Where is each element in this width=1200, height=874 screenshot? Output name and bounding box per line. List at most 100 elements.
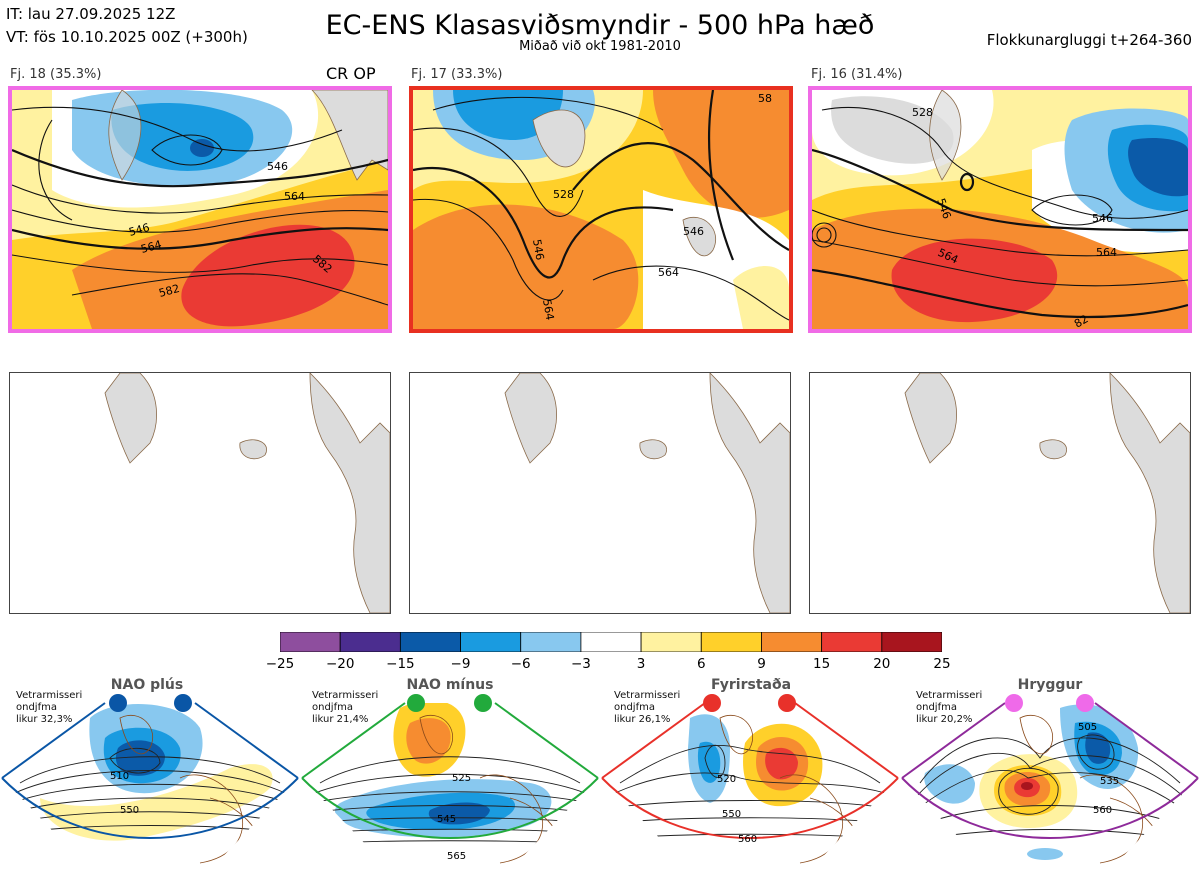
regime-frame xyxy=(301,702,599,839)
regime-months: ondjfma xyxy=(312,702,353,713)
regime-name: Hryggur xyxy=(1017,677,1083,693)
anomaly-field xyxy=(1027,848,1063,860)
colorbar-bin xyxy=(881,631,943,653)
regime-season: Vetrarmisseri xyxy=(16,690,83,701)
regime-frame xyxy=(601,702,899,839)
cluster-label: Fj. 18 (35.3%) xyxy=(10,67,102,82)
anomaly-field xyxy=(765,747,798,780)
cluster-window: Flokkunargluggi t+264-360 xyxy=(986,31,1192,49)
contour-label: 546 xyxy=(127,221,151,239)
regime-dot xyxy=(1005,694,1023,712)
regime-name: NAO mínus xyxy=(406,677,494,693)
cluster-label: Fj. 16 (31.4%) xyxy=(811,67,903,82)
regime-dot xyxy=(778,694,796,712)
height-contours xyxy=(12,106,388,306)
valid-time: VT: fös 10.10.2025 00Z (+300h) xyxy=(6,28,248,46)
anomaly-field xyxy=(413,204,639,329)
colorbar-tick-label: 15 xyxy=(813,656,831,672)
regime-dot xyxy=(109,694,127,712)
base-map xyxy=(409,372,791,614)
regime-probability: likur 32,3% xyxy=(16,714,73,725)
anomaly-field xyxy=(653,90,789,218)
colorbar-tick-label: 20 xyxy=(873,656,891,672)
regime-dot xyxy=(1076,694,1094,712)
contour-label: 58 xyxy=(758,92,772,105)
regime-info: Vetrarmisseri ondjfma likur 32,3% xyxy=(16,690,82,726)
regime-info: Vetrarmisseri ondjfma likur 20,2% xyxy=(916,690,982,726)
cluster-map-16: 528 546 546 564 564 82 xyxy=(808,86,1192,333)
cluster-map-18: 546 546 564 564 582 582 xyxy=(8,86,392,333)
contour-label: 525 xyxy=(452,773,471,784)
colorbar-tick-label: −25 xyxy=(265,656,295,672)
landmass xyxy=(239,439,267,460)
regime-map-ridge: 505 535 560 xyxy=(900,688,1200,870)
contour-label: 535 xyxy=(1100,776,1119,787)
height-contours xyxy=(413,90,789,321)
contour-label: 82 xyxy=(1072,312,1091,329)
contour-label: 564 xyxy=(139,238,163,256)
landmass xyxy=(104,373,157,464)
regime-dot xyxy=(474,694,492,712)
contour-label: 545 xyxy=(437,814,456,825)
regime-dot xyxy=(174,694,192,712)
base-map xyxy=(9,372,391,614)
contour-label: 564 xyxy=(658,266,679,279)
contour-label: 560 xyxy=(738,834,757,845)
chart-subtitle: Miðað við okt 1981-2010 xyxy=(519,39,681,54)
regime-map-blocking: 520 550 560 xyxy=(600,688,900,870)
landmass xyxy=(1039,439,1067,460)
colorbar-tick-label: −3 xyxy=(570,656,591,672)
contour-label: 528 xyxy=(912,106,933,119)
colorbar-tick-label: −15 xyxy=(386,656,415,672)
colorbar xyxy=(279,631,943,653)
colorbar-bin xyxy=(339,631,401,653)
colorbar-bin xyxy=(700,631,762,653)
anomaly-field xyxy=(190,139,214,157)
contour-label: 560 xyxy=(1093,805,1112,816)
colorbar-bin xyxy=(761,631,823,653)
colorbar-tick-label: 3 xyxy=(636,656,646,672)
landmass xyxy=(639,439,667,460)
height-contours xyxy=(812,106,1188,319)
regime-map-nao-plus: 510 550 xyxy=(0,688,300,870)
contour-label: 546 xyxy=(683,225,704,238)
contour-label: 546 xyxy=(1092,212,1113,225)
contour-label: 564 xyxy=(284,190,305,203)
anomaly-field xyxy=(181,224,355,327)
anomaly-field xyxy=(40,764,273,841)
contour-label: 564 xyxy=(540,298,556,321)
contour-label: 510 xyxy=(110,771,129,782)
contour-label: 582 xyxy=(157,282,181,300)
contour-label: 550 xyxy=(120,805,139,816)
colorbar-tick-label: 9 xyxy=(757,656,766,672)
regime-name: Fyrirstaða xyxy=(710,677,792,693)
landmass xyxy=(904,373,957,464)
contour-label: 520 xyxy=(717,774,736,785)
regime-info: Vetrarmisseri ondjfma likur 26,1% xyxy=(614,690,680,726)
contour-label: 565 xyxy=(447,851,466,862)
regime-info: Vetrarmisseri ondjfma likur 21,4% xyxy=(312,690,378,726)
colorbar-bin xyxy=(640,631,702,653)
regime-probability: likur 26,1% xyxy=(614,714,671,725)
colorbar-tick-label: 6 xyxy=(697,656,706,672)
anomaly-field xyxy=(924,764,975,804)
regime-map-nao-minus: 525 545 565 xyxy=(300,688,600,870)
landmass xyxy=(108,90,142,181)
colorbar-tick-label: −20 xyxy=(325,656,355,672)
regime-frame xyxy=(1,702,299,839)
regime-dot xyxy=(703,694,721,712)
contour-label: 546 xyxy=(267,160,288,173)
anomaly-field xyxy=(891,238,1058,323)
colorbar-bin xyxy=(460,631,522,653)
landmass xyxy=(532,109,586,168)
anomaly-field xyxy=(831,96,954,164)
regime-probability: likur 20,2% xyxy=(916,714,973,725)
regime-months: ondjfma xyxy=(916,702,957,713)
regime-name: NAO plús xyxy=(110,677,184,693)
base-map xyxy=(809,372,1191,614)
colorbar-bin xyxy=(279,631,341,653)
colorbar-bin xyxy=(399,631,461,653)
regime-season: Vetrarmisseri xyxy=(614,690,681,701)
landmass xyxy=(311,90,388,181)
contour-label: 528 xyxy=(553,188,574,201)
